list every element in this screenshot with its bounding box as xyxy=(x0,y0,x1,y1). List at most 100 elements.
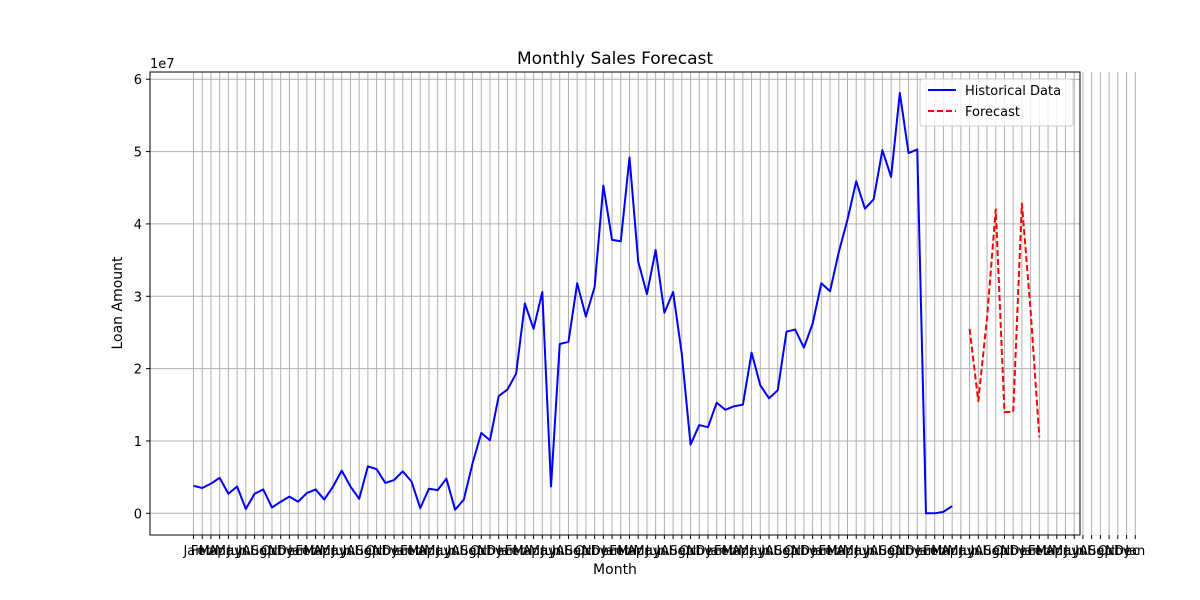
legend-label-forecast: Forecast xyxy=(965,105,1020,120)
x-tick-label: Dec xyxy=(591,544,616,559)
x-tick-label: Feb xyxy=(400,544,423,559)
x-tick-label: Dec xyxy=(905,544,930,559)
x-tick-label: Nov xyxy=(896,544,922,559)
x-tick-label: Mar xyxy=(931,544,956,559)
x-tick-label: Aug xyxy=(242,544,267,559)
x-tick-label: Jun xyxy=(540,544,561,559)
historical-series-line xyxy=(193,91,953,515)
x-tick-label: Aug xyxy=(556,544,581,559)
x-tick-label: Mar xyxy=(408,544,433,559)
x-tick-label: Jan xyxy=(392,544,413,559)
x-tick-label: Jul xyxy=(865,544,882,559)
x-tick-label: Mar xyxy=(513,544,538,559)
x-axis-label: Month xyxy=(593,562,637,578)
x-tick-label: Apr xyxy=(732,544,755,559)
x-tick-label: Nov xyxy=(791,544,817,559)
x-tick-label: Aug xyxy=(765,544,790,559)
x-tick-label: Jun xyxy=(749,544,770,559)
x-tick-label: Jan xyxy=(706,544,727,559)
x-tick-label: Apr xyxy=(836,544,859,559)
x-tick-label: Jul xyxy=(969,544,986,559)
x-tick-label: Feb xyxy=(295,544,318,559)
x-tick-label: May xyxy=(633,544,660,559)
y-axis-label: Loan Amount xyxy=(110,256,126,350)
x-tick-label: Aug xyxy=(974,544,999,559)
x-tick-label: Aug xyxy=(346,544,371,559)
x-tick-label: Oct xyxy=(993,544,1015,559)
x-tick-label: Nov xyxy=(1000,544,1026,559)
y-tick-label: 6 xyxy=(134,73,142,88)
y-axis-ticks: 0 1 2 3 4 5 6 xyxy=(134,73,150,522)
x-tick-label: Dec xyxy=(695,544,720,559)
x-tick-label: Aug xyxy=(660,544,685,559)
y-axis-multiplier: 1e7 xyxy=(150,57,175,72)
x-tick-label: May xyxy=(843,544,870,559)
x-tick-label: Sep xyxy=(356,544,381,559)
x-tick-label: Sep xyxy=(251,544,276,559)
x-tick-label: Apr xyxy=(418,544,441,559)
x-tick-label: Mar xyxy=(199,544,224,559)
series-lines xyxy=(193,91,1041,515)
x-tick-label: Nov xyxy=(373,544,399,559)
x-tick-label: Jan xyxy=(915,544,936,559)
x-tick-label: Jan xyxy=(287,544,308,559)
x-tick-label: Sep xyxy=(670,544,695,559)
x-tick-label: Apr xyxy=(522,544,545,559)
x-tick-label: Jan xyxy=(601,544,622,559)
x-tick-label: May xyxy=(215,544,242,559)
x-tick-label: Oct xyxy=(261,544,283,559)
x-tick-label: Jul xyxy=(656,544,673,559)
x-tick-label: Jun xyxy=(226,544,247,559)
forecast-series-line xyxy=(968,202,1041,438)
x-tick-label: Sep xyxy=(879,544,904,559)
x-tick-label: Mar xyxy=(827,544,852,559)
x-tick-label: Sep xyxy=(1088,544,1113,559)
x-tick-label: Apr xyxy=(313,544,336,559)
x-tick-label: Mar xyxy=(617,544,642,559)
x-tick-label: Dec xyxy=(1114,544,1139,559)
x-tick-label: Feb xyxy=(191,544,214,559)
x-tick-label: May xyxy=(424,544,451,559)
x-tick-label: Apr xyxy=(941,544,964,559)
chart-title: Monthly Sales Forecast xyxy=(517,49,713,69)
x-tick-label: Dec xyxy=(277,544,302,559)
x-tick-label: Nov xyxy=(582,544,608,559)
x-tick-label: Feb xyxy=(714,544,737,559)
x-tick-label: Aug xyxy=(451,544,476,559)
x-tick-label: Jun xyxy=(958,544,979,559)
x-tick-label: Feb xyxy=(923,544,946,559)
x-tick-label: Jul xyxy=(342,544,359,559)
x-tick-label: May xyxy=(947,544,974,559)
x-tick-label: Apr xyxy=(627,544,650,559)
x-tick-label: Mar xyxy=(722,544,747,559)
x-tick-label: Dec xyxy=(800,544,825,559)
x-tick-label: Sep xyxy=(983,544,1008,559)
x-tick-label: Nov xyxy=(1105,544,1131,559)
x-tick-label: Sep xyxy=(565,544,590,559)
x-tick-label: Mar xyxy=(303,544,328,559)
y-tick-label: 4 xyxy=(134,218,142,233)
x-axis-ticks: JanFebMarAprMayJunJulAugSepOctNovDecJanF… xyxy=(182,535,1145,559)
x-tick-label: Mar xyxy=(1036,544,1061,559)
y-tick-label: 3 xyxy=(134,290,142,305)
x-tick-label: Nov xyxy=(477,544,503,559)
x-tick-label: Jan xyxy=(1020,544,1041,559)
x-tick-label: Oct xyxy=(889,544,911,559)
y-tick-label: 1 xyxy=(134,435,142,450)
x-tick-label: Jun xyxy=(435,544,456,559)
legend: Historical Data Forecast xyxy=(919,78,1074,127)
x-tick-label: May xyxy=(529,544,556,559)
x-tick-label: Aug xyxy=(870,544,895,559)
y-tick-label: 5 xyxy=(134,146,142,161)
x-tick-label: Jan xyxy=(182,544,203,559)
x-tick-label: Dec xyxy=(1009,544,1034,559)
x-tick-label: Dec xyxy=(381,544,406,559)
x-tick-label: Jun xyxy=(645,544,666,559)
x-tick-label: Feb xyxy=(609,544,632,559)
y-tick-label: 2 xyxy=(134,363,142,378)
x-tick-label: Oct xyxy=(1098,544,1120,559)
x-tick-label: Oct xyxy=(365,544,387,559)
x-tick-label: Nov xyxy=(687,544,713,559)
x-tick-label: Nov xyxy=(268,544,294,559)
x-tick-label: Jul xyxy=(1074,544,1091,559)
